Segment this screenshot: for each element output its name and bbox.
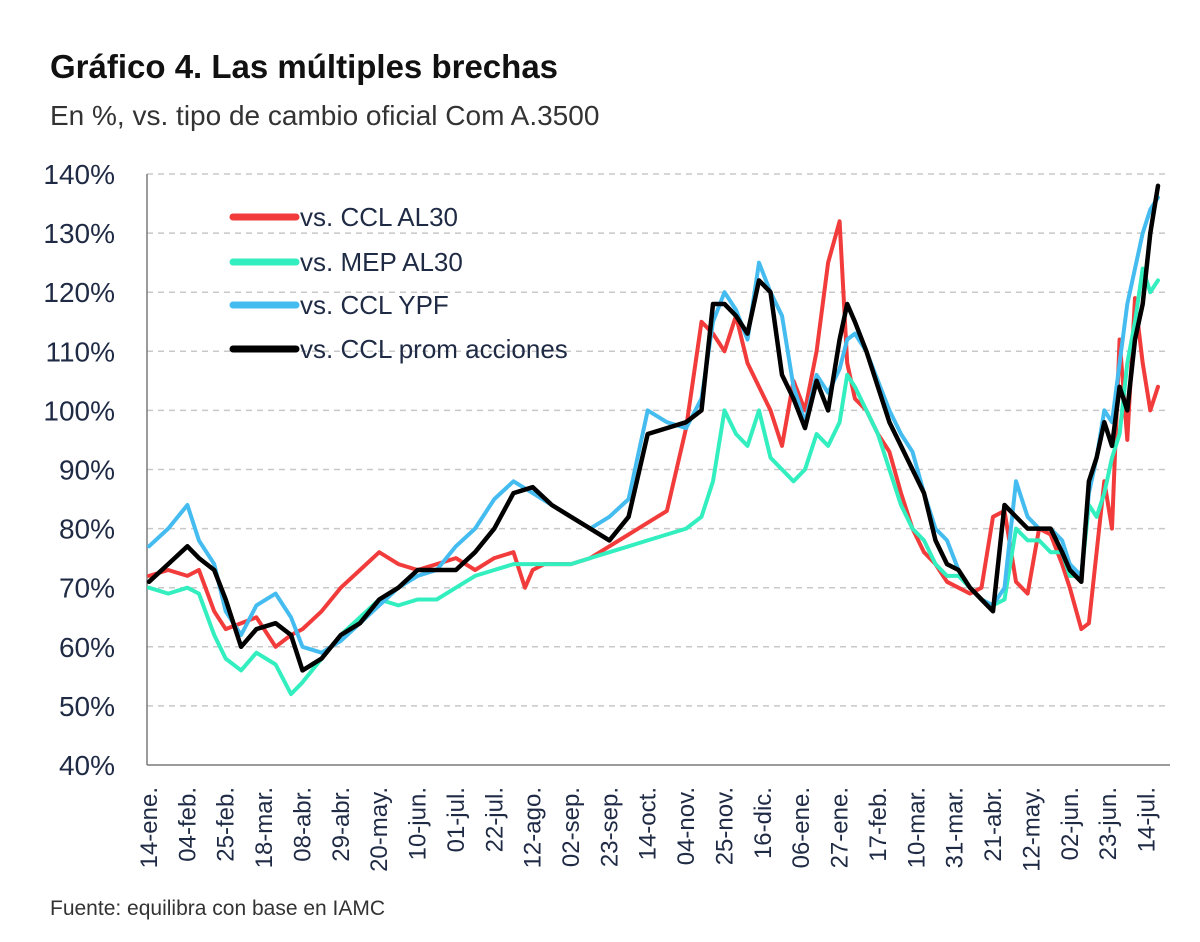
gridlines — [147, 173, 1170, 707]
x-tick-label: 12-ago. — [520, 787, 547, 868]
x-tick-label: 23-jun. — [1095, 787, 1122, 860]
x-tick-label: 17-feb. — [865, 787, 892, 862]
x-tick-label: 14-ene. — [136, 787, 163, 868]
x-tick-label: 25-feb. — [213, 787, 240, 862]
series-line-1 — [147, 219, 1160, 649]
x-tick-label: 10-mar. — [903, 787, 930, 868]
x-tick-label: 25-nov. — [711, 787, 738, 865]
x-tick-label: 10-jun. — [405, 787, 432, 860]
y-tick-label: 80% — [59, 514, 115, 545]
y-axis-ticks: 40% 50% 60% 70% 80% 90% 100% 110% 120% 130% 140% — [43, 159, 115, 781]
x-tick-label: 20-may. — [366, 787, 393, 872]
legend: vs. CCL AL30 vs. MEP AL30 vs. CCL YPF vs. C… — [229, 202, 568, 364]
source-note: Fuente: equilibra con base en IAMC — [50, 897, 386, 920]
legend-label: vs. CCL prom acciones — [300, 334, 568, 364]
x-tick-label: 02-sep. — [558, 787, 585, 867]
y-tick-label: 60% — [59, 632, 115, 663]
x-tick-label: 21-abr. — [980, 787, 1007, 862]
y-tick-label: 130% — [43, 218, 115, 249]
chart-title: Gráfico 4. Las múltiples brechas — [50, 48, 559, 85]
x-tick-label: 12-may. — [1018, 787, 1045, 872]
y-tick-label: 40% — [59, 750, 115, 781]
series-line-4 — [146, 183, 1161, 673]
x-tick-label: 02-jun. — [1057, 787, 1084, 860]
x-tick-label: 14-jul. — [1133, 787, 1160, 852]
axes — [146, 174, 1170, 766]
y-tick-label: 100% — [43, 395, 115, 426]
legend-label: vs. MEP AL30 — [300, 247, 463, 277]
y-tick-label: 70% — [59, 573, 115, 604]
y-tick-label: 120% — [43, 277, 115, 308]
x-tick-label: 16-dic. — [750, 787, 777, 859]
x-tick-label: 04-nov. — [673, 787, 700, 865]
y-tick-label: 90% — [59, 455, 115, 486]
series-lines — [146, 183, 1161, 697]
chart-subtitle: En %, vs. tipo de cambio oficial Com A.3… — [50, 100, 600, 131]
x-tick-label: 06-ene. — [788, 787, 815, 868]
y-tick-label: 110% — [45, 336, 115, 367]
x-tick-label: 31-mar. — [942, 787, 969, 868]
x-tick-label: 08-abr. — [289, 787, 316, 862]
y-tick-label: 140% — [43, 159, 115, 190]
x-tick-label: 27-ene. — [827, 787, 854, 868]
x-axis-ticks: 14-ene. 04-feb. 25-feb. 18-mar. 08-abr. 29-ab… — [136, 787, 1160, 872]
x-tick-label: 04-feb. — [174, 787, 201, 862]
legend-label: vs. CCL YPF — [300, 290, 449, 320]
x-tick-label: 18-mar. — [251, 787, 278, 868]
x-tick-label: 29-abr. — [328, 787, 355, 862]
x-tick-label: 22-jul. — [481, 787, 508, 852]
y-tick-label: 50% — [59, 691, 115, 722]
x-tick-label: 01-jul. — [443, 787, 470, 852]
legend-label: vs. CCL AL30 — [300, 202, 458, 232]
series-line-2 — [147, 266, 1160, 697]
x-tick-label: 23-sep. — [596, 787, 623, 867]
series-line-3 — [147, 195, 1160, 655]
x-tick-label: 14-oct. — [635, 787, 662, 860]
